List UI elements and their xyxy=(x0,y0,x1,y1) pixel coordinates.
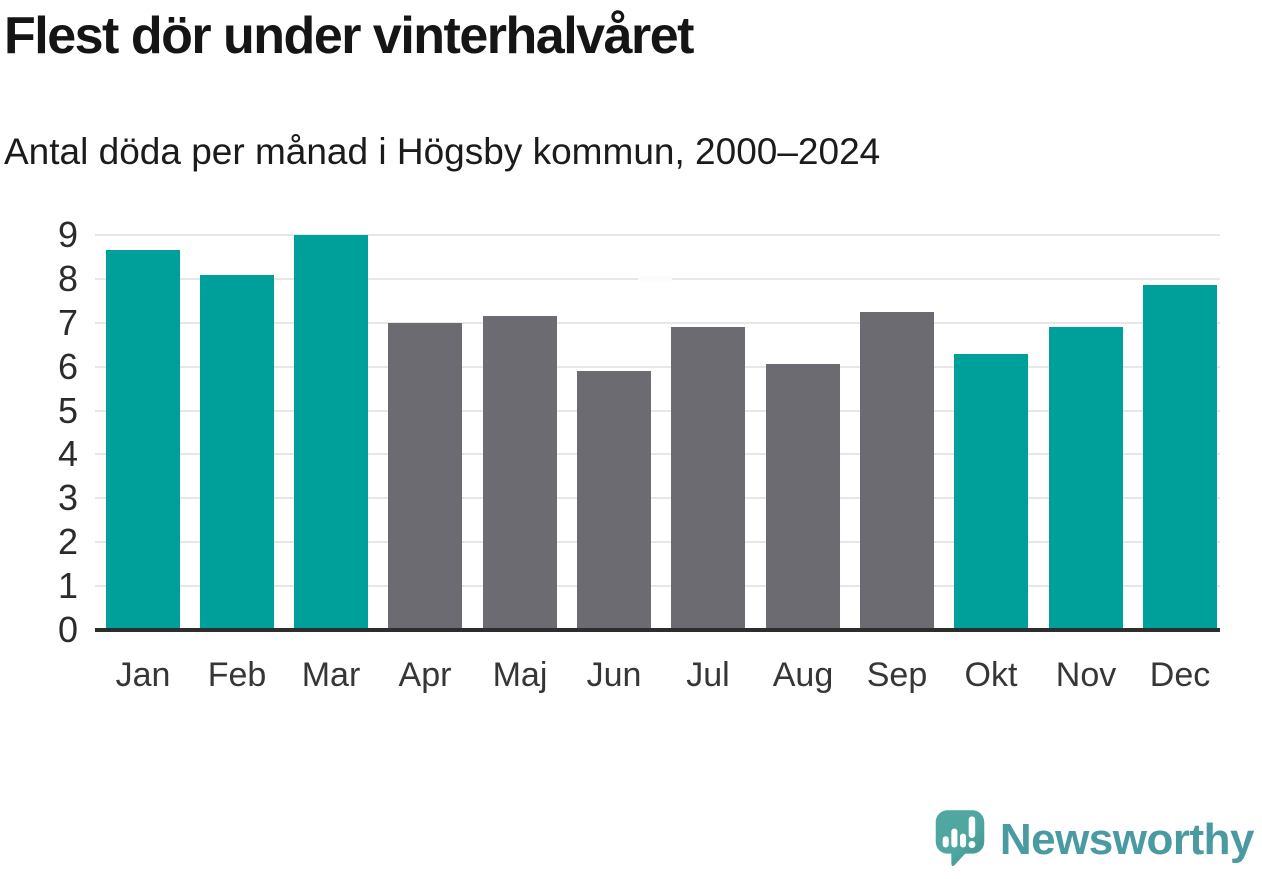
gridline-y5 xyxy=(95,409,1220,412)
newsworthy-logo: Newsworthy xyxy=(934,809,1255,871)
y-axis-tick-label-6: 6 xyxy=(57,345,78,387)
gridline-y1 xyxy=(95,585,1220,588)
y-axis-tick-label-0: 0 xyxy=(57,609,78,650)
bar-okt xyxy=(954,354,1028,630)
bar-apr xyxy=(388,323,462,630)
x-axis-label-aug: Aug xyxy=(772,656,834,694)
logo-bar-tall xyxy=(951,828,958,848)
x-axis-label-dec: Dec xyxy=(1149,656,1211,694)
y-axis-tick-label-4: 4 xyxy=(57,433,78,475)
bar-nov xyxy=(1049,327,1123,630)
x-axis-label-feb: Feb xyxy=(207,656,267,694)
logo-bar-medium xyxy=(959,833,966,848)
bar-dec xyxy=(1143,285,1217,630)
logo-exclamation-dot xyxy=(968,841,976,848)
gridline-gap-artifact xyxy=(638,275,672,282)
x-axis-label-maj: Maj xyxy=(492,656,548,694)
y-axis-tick-label-7: 7 xyxy=(57,301,78,343)
y-axis-tick-label-9: 9 xyxy=(57,214,78,255)
bar-mar xyxy=(294,235,368,630)
brand-name: Newsworthy xyxy=(999,815,1255,864)
bar-aug xyxy=(766,364,840,630)
x-axis-label-okt: Okt xyxy=(964,656,1018,694)
bar-maj xyxy=(483,316,557,630)
gridline-y4 xyxy=(95,453,1220,456)
newsworthy-speech-bubble-bar-chart-icon xyxy=(935,810,985,867)
bar-feb xyxy=(200,275,274,630)
bar-jun xyxy=(577,371,651,630)
x-axis-label-jan: Jan xyxy=(115,656,171,694)
logo-bar-small xyxy=(942,836,949,848)
y-axis-tick-label-1: 1 xyxy=(57,565,78,607)
bar-sep xyxy=(860,312,934,630)
logo-exclamation-bar xyxy=(968,816,975,838)
chart-title: Flest dör under vinterhalvåret xyxy=(4,7,694,65)
x-axis-baseline xyxy=(95,628,1220,632)
gridline-y2 xyxy=(95,541,1220,544)
y-axis-tick-label-8: 8 xyxy=(57,257,78,299)
y-axis-tick-label-2: 2 xyxy=(57,521,78,563)
x-axis-label-sep: Sep xyxy=(866,656,928,694)
gridline-y3 xyxy=(95,497,1220,500)
bar-chart-plot-area: 0 1 2 3 4 5 6 7 8 9 Jan Feb Mar Apr Maj Jun Jul Aug Sep Okt… xyxy=(58,214,1220,694)
gridline-y7 xyxy=(95,321,1220,324)
y-axis-tick-label-3: 3 xyxy=(57,477,78,519)
chart-subtitle: Antal döda per månad i Högsby kommun, 20… xyxy=(4,131,881,172)
x-axis-label-nov: Nov xyxy=(1055,656,1117,694)
y-axis-tick-label-5: 5 xyxy=(57,389,78,431)
bar-jul xyxy=(671,327,745,630)
x-axis-label-mar: Mar xyxy=(301,656,361,694)
gridline-y9 xyxy=(95,234,1220,236)
bar-jan xyxy=(106,250,180,630)
gridline-y6 xyxy=(95,365,1220,368)
x-axis-label-jul: Jul xyxy=(686,656,730,694)
x-axis-label-jun: Jun xyxy=(586,656,642,694)
x-axis-label-apr: Apr xyxy=(398,656,452,694)
